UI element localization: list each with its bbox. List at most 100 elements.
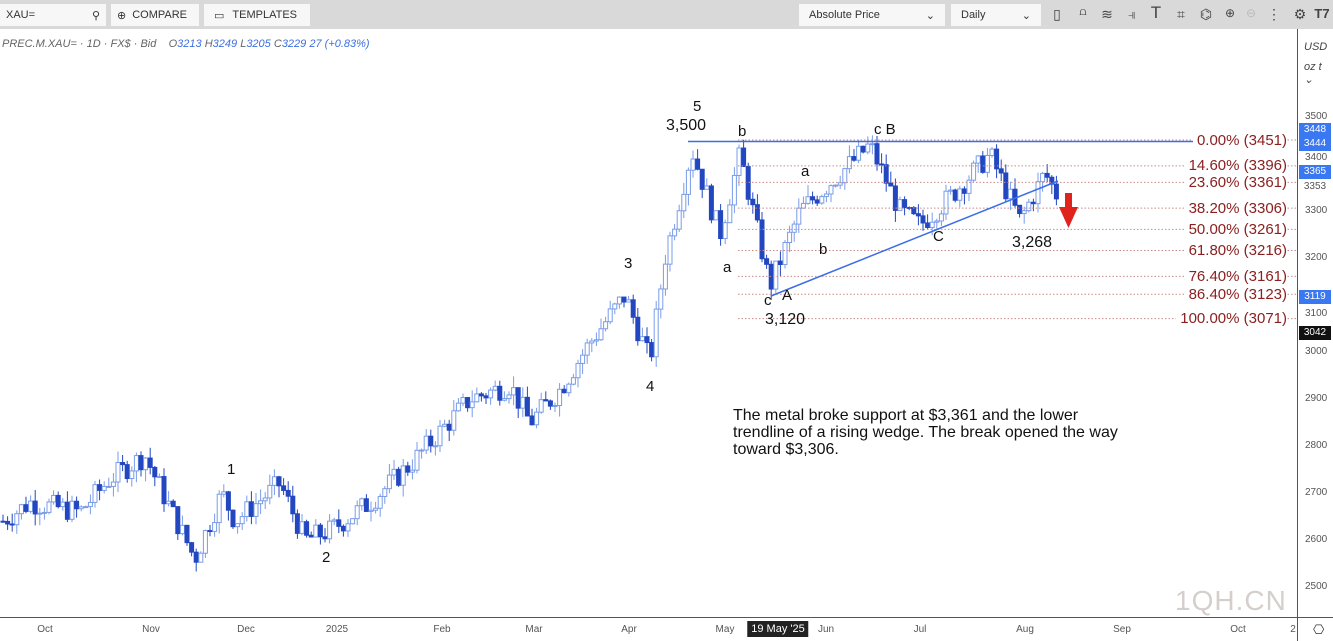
candle (828, 184, 834, 203)
candle (998, 159, 1004, 182)
wave-label: 3,268 (1012, 234, 1053, 251)
x-tick-label: 2025 (325, 624, 349, 635)
pattern-icon[interactable]: ⌬ (1199, 6, 1213, 22)
candle (207, 524, 213, 537)
candle (97, 479, 103, 501)
candle (566, 382, 572, 397)
studies-icon[interactable]: ≋ (1101, 6, 1113, 22)
symbol-search-input[interactable]: XAU= ⚲ (0, 4, 106, 26)
candle (704, 178, 710, 190)
folder-icon: ▭ (214, 9, 225, 22)
candle (133, 452, 139, 483)
candle (129, 466, 135, 487)
candle (437, 419, 443, 452)
y-tick-label: 3200 (1305, 252, 1328, 263)
wave-label: b (819, 241, 828, 258)
wave-label: c B (874, 121, 896, 138)
candle (460, 393, 466, 407)
candle (823, 190, 829, 203)
candle (377, 493, 383, 517)
y-tick-label: 3000 (1305, 346, 1328, 357)
down-arrow-icon (1059, 193, 1078, 228)
zoom-out-icon[interactable]: ⊖ (1245, 6, 1257, 20)
shapes-icon[interactable]: ⌗ (1177, 6, 1185, 22)
chevron-down-icon: ⌄ (1021, 9, 1031, 22)
text-icon[interactable]: T (1150, 3, 1162, 22)
price-mode-select[interactable]: Absolute Price ⌄ (799, 4, 945, 26)
candle (55, 491, 61, 509)
candle (635, 308, 641, 346)
candle (267, 474, 273, 505)
candle (478, 392, 484, 402)
candle (989, 147, 995, 158)
drawing-icon[interactable]: ⫣ (1127, 6, 1137, 22)
candle (189, 541, 195, 557)
unit-select[interactable]: oz t ⌄ (1299, 57, 1333, 86)
wave-label: 3,500 (666, 117, 707, 134)
candle (170, 499, 176, 508)
candle (276, 475, 282, 498)
candle (1021, 206, 1027, 224)
wedge-trendline[interactable] (770, 180, 1059, 297)
candle (60, 498, 66, 511)
tradingview-logo-icon: T7 (1314, 6, 1330, 21)
currency-select[interactable]: USD ⌄ (1299, 37, 1333, 66)
candles-icon[interactable]: ▯ (1053, 6, 1061, 22)
candle (713, 210, 719, 221)
chart-annotation: The metal broke support at $3,361 and th… (733, 407, 1118, 458)
candle (285, 481, 291, 503)
crosshair-date-label: 19 May '25 (747, 621, 809, 637)
y-tick-label: 2500 (1305, 581, 1328, 592)
candle (396, 466, 402, 487)
high-label: H (204, 38, 213, 50)
zoom-in-icon[interactable]: ⊕ (1224, 6, 1236, 20)
y-tick-label: 2600 (1305, 534, 1328, 545)
settings-icon[interactable]: ⚙ (1293, 6, 1307, 22)
candle (202, 529, 208, 558)
candle (810, 191, 816, 205)
fib-level-label: 23.60% (3361) (1184, 174, 1287, 190)
candle (221, 484, 227, 498)
candle (115, 451, 121, 493)
candle (175, 506, 181, 540)
candle (5, 516, 11, 530)
axis-settings-icon[interactable]: ⎔ (1313, 622, 1325, 637)
candle (718, 204, 724, 246)
candle (750, 192, 756, 214)
templates-label: TEMPLATES (232, 9, 297, 21)
candle (948, 185, 954, 195)
candle (529, 408, 535, 426)
candle (262, 492, 268, 510)
candle (547, 399, 553, 410)
candle (120, 454, 126, 472)
candle (230, 509, 236, 529)
candle (653, 301, 659, 367)
wave-label: 2 (322, 549, 331, 566)
candle (451, 399, 457, 436)
indicators-icon[interactable]: ⩍ (1079, 6, 1087, 18)
candle (1044, 164, 1050, 183)
close-value: 3229 (281, 38, 307, 50)
ohlc-legend: PREC.M.XAU= · 1D · FX$ · Bid O3213 H3249… (2, 38, 370, 50)
price-chart[interactable] (0, 29, 1297, 617)
fib-level-label: 86.40% (3123) (1184, 286, 1287, 302)
candle (156, 473, 162, 479)
interval-select[interactable]: Daily ⌄ (951, 4, 1041, 26)
price-badge: 3448 (1299, 123, 1331, 137)
more-icon[interactable]: ⋮ (1267, 6, 1281, 22)
candle (235, 523, 241, 534)
candle (46, 498, 52, 515)
candle (368, 501, 374, 522)
compare-button[interactable]: ⊕ COMPARE (111, 4, 199, 26)
wave-label: 1 (227, 461, 236, 478)
candle (179, 515, 185, 536)
candle (865, 136, 871, 155)
templates-button[interactable]: ▭ TEMPLATES (204, 4, 310, 26)
y-tick-label: 2900 (1305, 393, 1328, 404)
x-tick-label: Feb (433, 624, 451, 635)
wave-label: C (933, 228, 944, 245)
candle (773, 260, 779, 293)
candle (920, 209, 926, 231)
x-tick-label: 2 (1290, 624, 1296, 635)
candle (731, 167, 737, 214)
